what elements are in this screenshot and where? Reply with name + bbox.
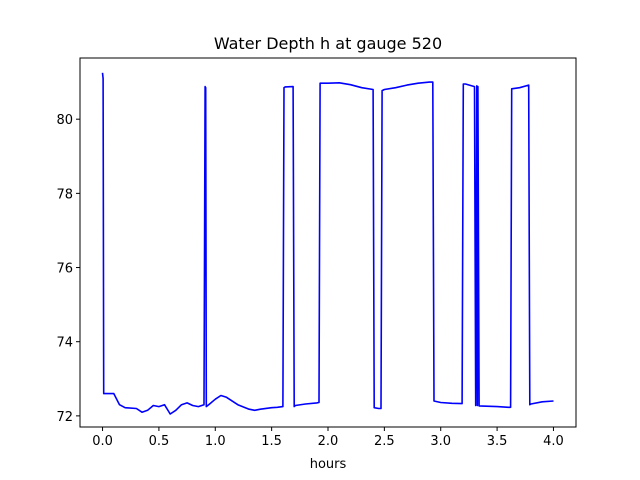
y-tick-label: 72 [56,410,73,425]
x-tick-label: 0.0 [92,434,113,449]
x-tick-label: 1.5 [261,434,282,449]
x-axis-ticks: 0.0 0.5 1.0 1.5 2.0 2.5 3.0 3.5 4.0 [92,427,564,449]
x-tick-label: 1.0 [205,434,226,449]
x-tick-label: 0.5 [149,434,170,449]
x-tick-label: 3.5 [487,434,508,449]
x-tick-label: 2.5 [374,434,395,449]
series-line [101,72,554,415]
y-tick-label: 78 [56,187,73,202]
plot-area [101,72,554,415]
axes-frame [79,57,577,428]
x-axis-label: hours [310,457,347,472]
x-tick-label: 4.0 [543,434,564,449]
x-tick-label: 3.0 [430,434,451,449]
x-tick-label: 2.0 [318,434,339,449]
y-axis-ticks: 72 74 76 78 80 [56,113,80,425]
y-tick-label: 80 [56,113,73,128]
chart-title: Water Depth h at gauge 520 [214,34,442,53]
y-tick-label: 74 [56,336,73,351]
y-tick-label: 76 [56,262,73,277]
